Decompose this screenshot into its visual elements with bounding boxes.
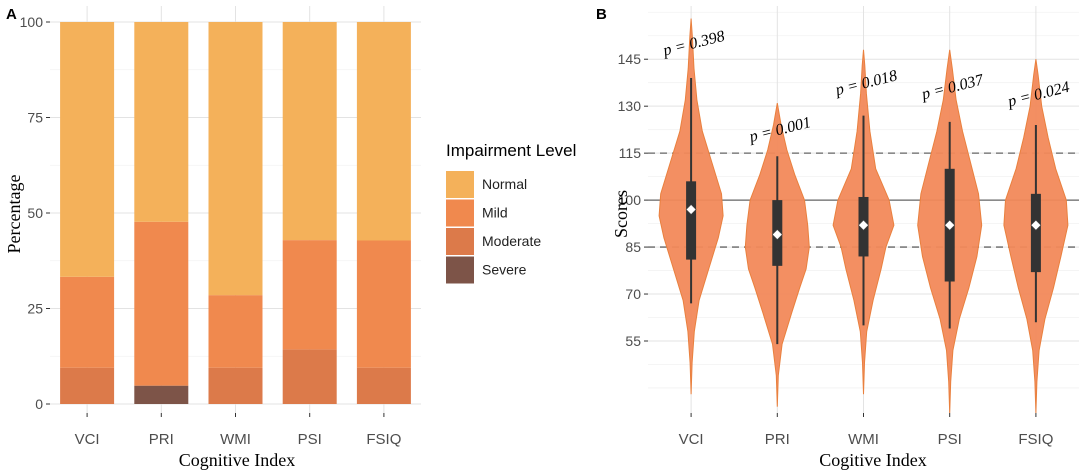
- y-ticks-b: 55 70 85 100 115 130 145: [618, 51, 648, 349]
- x-tick-label: VCI: [679, 431, 704, 448]
- legend-entry-mild: Mild: [482, 205, 508, 221]
- x-tick-label: PSI: [938, 431, 962, 448]
- y-tick-label: 0: [35, 396, 43, 412]
- y-axis-label-b: Scores: [611, 190, 631, 238]
- x-tick-label: FSIQ: [1018, 431, 1053, 448]
- legend-swatch-severe: [446, 256, 474, 284]
- legend-swatch-normal: [446, 171, 474, 198]
- x-axis-label-b: Cogitive Index: [819, 450, 926, 470]
- legend-swatch-mild: [446, 199, 474, 227]
- bar-mild-wmi: [208, 295, 263, 368]
- mean-marker-vci: [685, 204, 697, 215]
- panel-label-b: B: [596, 6, 607, 23]
- x-ticks-b: VCI PRI WMI PSI FSIQ: [679, 413, 1053, 448]
- bar-normal-wmi: [208, 22, 263, 296]
- bar-moderate-fsiq: [356, 367, 411, 404]
- x-tick-label: PRI: [765, 431, 790, 448]
- bar-moderate-psi: [282, 349, 337, 404]
- bar-normal-fsiq: [356, 22, 411, 241]
- y-tick-label: 145: [618, 51, 642, 67]
- bar-moderate-wmi: [208, 367, 263, 404]
- mean-marker-psi: [944, 219, 956, 231]
- legend-entry-normal: Normal: [482, 176, 527, 192]
- y-axis-label-a: Percentage: [4, 175, 24, 254]
- x-tick-label: WMI: [220, 431, 251, 448]
- x-tick-label: VCI: [75, 431, 100, 448]
- legend-title: Impairment Level: [446, 141, 576, 160]
- mean-marker-fsiq: [1030, 219, 1042, 231]
- panel-a: A 0 25 50 75 100 VCI PRI WMI PSI FSIQ Cognitive …: [4, 6, 576, 470]
- x-tick-label: PRI: [149, 431, 174, 448]
- x-tick-label: PSI: [298, 431, 322, 448]
- y-tick-label: 130: [618, 98, 642, 114]
- y-tick-label: 85: [625, 239, 641, 255]
- y-tick-label: 50: [27, 205, 43, 221]
- violin-group-psi: p = 0.037: [917, 49, 986, 414]
- bar-normal-psi: [282, 22, 337, 241]
- y-tick-label: 55: [625, 333, 641, 349]
- bar-mild-fsiq: [356, 240, 411, 368]
- x-tick-label: FSIQ: [366, 431, 401, 448]
- y-tick-label: 100: [20, 14, 44, 30]
- bar-normal-pri: [134, 22, 189, 222]
- y-ticks-a: 0 25 50 75 100: [20, 14, 50, 412]
- bars-a: [60, 22, 411, 404]
- box-fsiq: [1030, 193, 1041, 273]
- bar-normal-vci: [60, 22, 115, 277]
- box-vci: [686, 181, 697, 260]
- bar-mild-psi: [282, 240, 337, 350]
- legend-entry-severe: Severe: [482, 262, 527, 278]
- y-tick-label: 75: [27, 110, 43, 126]
- legend-swatch-moderate: [446, 228, 474, 255]
- y-tick-label: 25: [27, 301, 43, 317]
- bar-mild-vci: [60, 276, 115, 368]
- panel-label-a: A: [6, 6, 17, 23]
- bar-moderate-vci: [60, 367, 115, 404]
- legend-entry-moderate: Moderate: [482, 233, 541, 249]
- x-ticks-a: VCI PRI WMI PSI FSIQ: [75, 413, 401, 448]
- mean-marker-wmi: [858, 219, 869, 231]
- x-tick-label: WMI: [848, 431, 879, 448]
- y-tick-label: 100: [618, 192, 642, 208]
- x-axis-label-a: Cognitive Index: [179, 450, 295, 470]
- violin-group-pri: p = 0.001: [744, 103, 813, 407]
- bar-mild-pri: [134, 221, 189, 386]
- mean-marker-pri: [771, 229, 783, 240]
- y-tick-label: 70: [625, 286, 641, 302]
- y-tick-label: 115: [619, 145, 642, 161]
- bar-severe-pri: [134, 385, 189, 404]
- legend: Impairment Level Normal Mild Moderate Sever…: [446, 141, 576, 284]
